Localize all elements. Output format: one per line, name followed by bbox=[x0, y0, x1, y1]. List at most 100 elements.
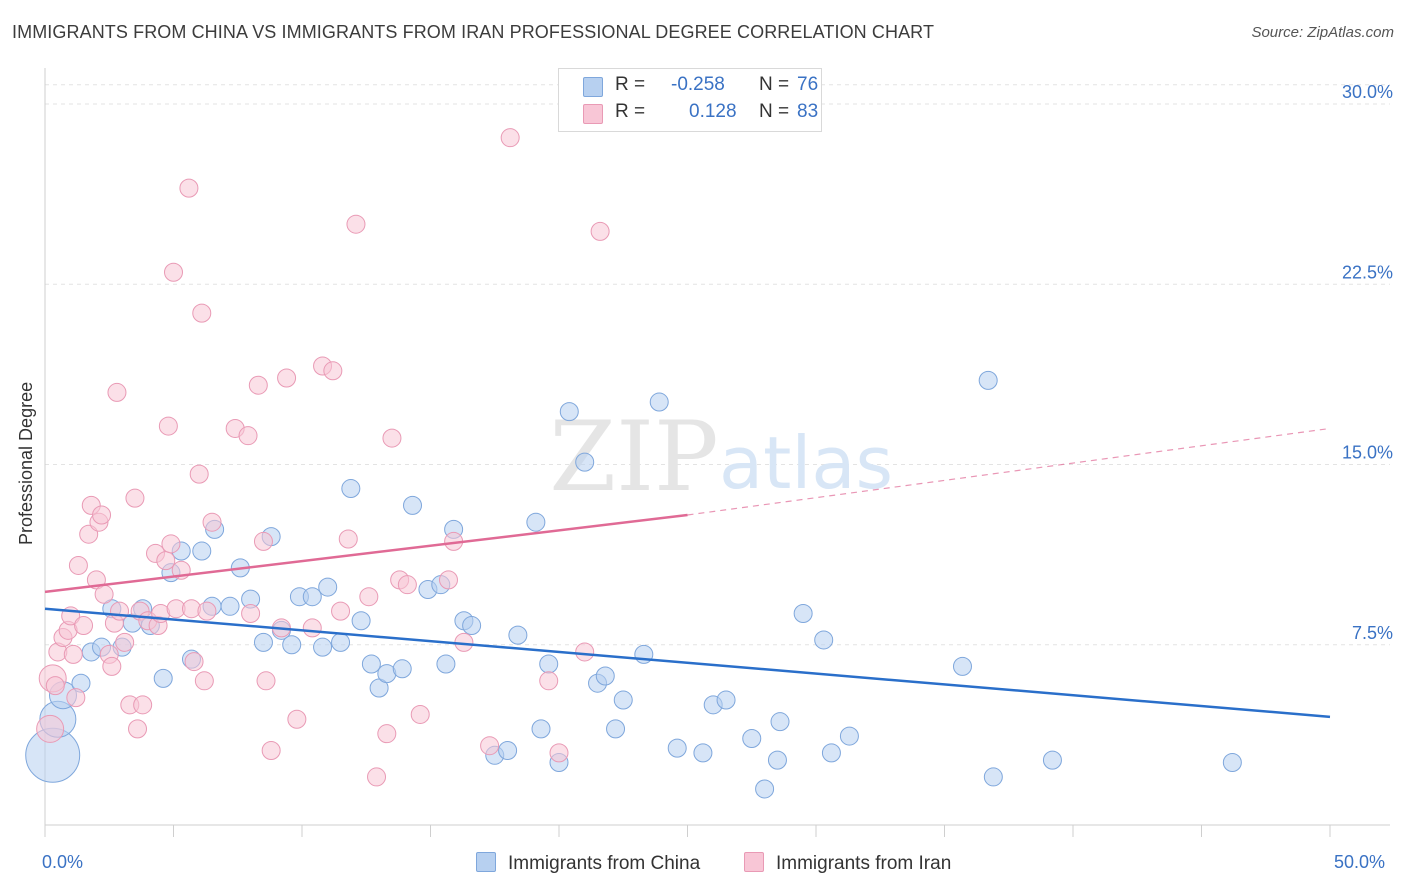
china-point bbox=[742, 728, 762, 748]
china-point bbox=[508, 625, 528, 645]
iran-point bbox=[238, 426, 258, 446]
iran-point bbox=[94, 584, 114, 604]
iran-point bbox=[107, 382, 127, 402]
iran-point bbox=[66, 688, 86, 708]
iran-point bbox=[164, 262, 183, 282]
iran-point bbox=[133, 695, 153, 715]
y-tick-label: 7.5% bbox=[1352, 623, 1393, 643]
bottom-legend-iran-swatch bbox=[744, 852, 764, 872]
iran-n-value: 83 bbox=[797, 101, 819, 122]
china-point bbox=[595, 666, 615, 686]
china-point bbox=[952, 656, 972, 676]
china-r-label: R = bbox=[615, 74, 646, 95]
china-point bbox=[192, 541, 212, 561]
y-tick-label: 15.0% bbox=[1342, 443, 1393, 463]
china-point bbox=[392, 659, 412, 679]
iran-point bbox=[179, 178, 199, 198]
iran-point bbox=[382, 428, 402, 448]
china-point bbox=[361, 654, 381, 674]
china-point bbox=[313, 637, 333, 657]
china-point bbox=[282, 635, 302, 655]
iran-r-value: 0.128 bbox=[689, 101, 737, 122]
china-point bbox=[667, 738, 687, 758]
china-point bbox=[821, 743, 841, 763]
iran-point bbox=[189, 464, 209, 484]
china-point bbox=[341, 479, 361, 499]
iran-point bbox=[397, 575, 417, 595]
iran-point bbox=[302, 618, 322, 638]
source-label: Source: ZipAtlas.com bbox=[1251, 24, 1394, 41]
iran-point bbox=[575, 642, 595, 662]
china-point bbox=[1222, 753, 1242, 773]
iran-point bbox=[45, 676, 65, 696]
iran-point bbox=[410, 704, 430, 724]
china-point bbox=[531, 719, 551, 739]
china-point bbox=[649, 392, 669, 412]
iran-point bbox=[68, 555, 88, 575]
china-swatch bbox=[583, 77, 603, 97]
china-point bbox=[613, 690, 633, 710]
bottom-legend-china: Immigrants from China bbox=[476, 852, 700, 875]
china-point bbox=[693, 743, 713, 763]
china-point bbox=[559, 402, 579, 422]
china-point bbox=[498, 741, 518, 760]
iran-point bbox=[549, 743, 569, 763]
stats-legend: R = -0.258 N = 76 R = 0.128 N = 83 bbox=[558, 68, 822, 132]
china-n-label: N = bbox=[759, 74, 790, 95]
x-tick-label-min: 0.0% bbox=[42, 852, 84, 872]
china-r-value: -0.258 bbox=[671, 74, 725, 95]
china-point bbox=[770, 712, 790, 732]
y-tick-label: 30.0% bbox=[1342, 82, 1393, 102]
iran-trend-line bbox=[44, 513, 688, 594]
iran-point bbox=[261, 741, 281, 760]
iran-point bbox=[110, 601, 130, 621]
china-point bbox=[351, 611, 371, 631]
china-point bbox=[716, 690, 736, 710]
x-tick-label-max: 50.0% bbox=[1334, 852, 1386, 872]
iran-point bbox=[202, 512, 222, 532]
iran-point bbox=[331, 601, 351, 621]
china-point bbox=[814, 630, 834, 650]
china-point bbox=[793, 604, 813, 624]
iran-point bbox=[338, 529, 358, 549]
iran-point bbox=[92, 505, 112, 525]
iran-point bbox=[102, 656, 122, 676]
iran-point bbox=[500, 128, 520, 148]
china-point bbox=[462, 616, 482, 636]
bottom-legend-iran-label: Immigrants from Iran bbox=[776, 853, 952, 874]
bottom-legend-china-label: Immigrants from China bbox=[508, 853, 701, 874]
china-point bbox=[575, 452, 595, 472]
china-point bbox=[839, 726, 859, 746]
china-point bbox=[539, 654, 559, 674]
iran-point bbox=[161, 534, 181, 554]
iran-trend-line-extension bbox=[687, 427, 1331, 516]
iran-point bbox=[74, 616, 94, 636]
iran-point bbox=[128, 719, 148, 739]
y-tick-label: 22.5% bbox=[1342, 262, 1393, 282]
china-point bbox=[983, 767, 1003, 787]
china-point bbox=[253, 632, 273, 652]
bottom-legend-iran: Immigrants from Iran bbox=[744, 852, 951, 875]
iran-point bbox=[248, 375, 268, 395]
chart-title: IMMIGRANTS FROM CHINA VS IMMIGRANTS FROM… bbox=[12, 22, 935, 42]
iran-point bbox=[287, 709, 307, 729]
iran-point bbox=[377, 724, 397, 744]
iran-point bbox=[192, 303, 212, 323]
iran-point bbox=[367, 767, 387, 787]
china-point bbox=[318, 577, 338, 597]
iran-point bbox=[125, 488, 145, 508]
iran-point bbox=[480, 736, 500, 756]
china-point bbox=[220, 596, 240, 616]
china-point bbox=[1042, 750, 1062, 770]
iran-point bbox=[194, 671, 214, 691]
bottom-legend-china-swatch bbox=[476, 852, 496, 872]
watermark-atlas: atlas bbox=[719, 421, 893, 505]
china-trend-line bbox=[44, 607, 1331, 719]
iran-point bbox=[253, 531, 273, 551]
iran-n-label: N = bbox=[759, 101, 790, 122]
china-point bbox=[978, 370, 998, 390]
iran-point bbox=[346, 214, 366, 234]
iran-point bbox=[323, 361, 343, 381]
iran-point bbox=[197, 601, 217, 621]
